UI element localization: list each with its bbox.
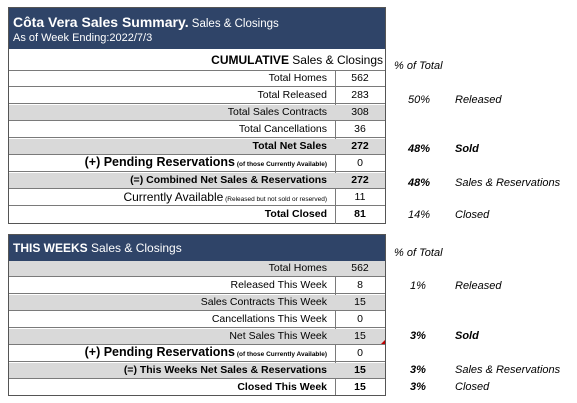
row-total-homes: Total Homes 562 — [9, 71, 385, 87]
week-row-sales-contracts: Sales Contracts This Week 15 — [9, 295, 385, 311]
note-sales-reservations: Sales & Reservations — [455, 177, 561, 189]
week-pct-closed: 3% — [410, 381, 426, 393]
week-pct-sold: 3% — [410, 330, 426, 342]
week-note-closed: Closed — [455, 381, 490, 393]
row-pending-reservations: (+) Pending Reservations (of those Curre… — [9, 155, 385, 172]
as-of-date: As of Week Ending:2022/7/3 — [13, 32, 153, 44]
pct-sales-reservations: 48% — [408, 177, 431, 189]
week-row-cancellations: Cancellations This Week 0 — [9, 312, 385, 328]
pct-released: 50% — [408, 94, 431, 106]
week-note-sold: Sold — [455, 330, 479, 342]
row-combined-net-sales: (=) Combined Net Sales & Reservations 27… — [9, 173, 385, 189]
week-pct-released: 1% — [410, 280, 426, 292]
pct-sold: 48% — [408, 143, 431, 155]
row-total-cancellations: Total Cancellations 36 — [9, 122, 385, 138]
week-pct-header: % of Total — [394, 247, 443, 259]
row-total-released: Total Released 283 — [9, 88, 385, 104]
this-week-header: THIS WEEKS Sales & Closings — [9, 235, 385, 261]
week-row-pending-reservations: (+) Pending Reservations (of those Curre… — [9, 345, 385, 362]
summary-subtitle: Sales & Closings — [188, 18, 279, 30]
week-row-total-homes: Total Homes 562 — [9, 261, 385, 277]
this-week-panel: THIS WEEKS Sales & Closings Total Homes … — [8, 234, 386, 396]
note-released: Released — [455, 94, 502, 106]
row-total-net-sales: Total Net Sales 272 — [9, 139, 385, 155]
summary-header: Côta Vera Sales Summary. Sales & Closing… — [9, 8, 385, 49]
cumulative-heading: CUMULATIVE Sales & Closings — [9, 49, 385, 71]
note-sold: Sold — [455, 143, 479, 155]
cumulative-pct-header: % of Total — [394, 60, 443, 72]
cumulative-panel: Côta Vera Sales Summary. Sales & Closing… — [8, 7, 386, 224]
week-row-released: Released This Week 8 — [9, 278, 385, 294]
week-row-net-sales-reservations: (=) This Weeks Net Sales & Reservations … — [9, 363, 385, 379]
week-note-released: Released — [455, 280, 502, 292]
week-row-net-sales: Net Sales This Week 15 — [9, 329, 385, 345]
week-row-closed: Closed This Week 15 — [237, 381, 366, 393]
row-total-closed: Total Closed 81 — [264, 208, 366, 220]
note-closed: Closed — [455, 209, 490, 221]
row-total-sales-contracts: Total Sales Contracts 308 — [9, 105, 385, 121]
week-pct-sales-reservations: 3% — [410, 364, 426, 376]
pct-closed: 14% — [408, 209, 431, 221]
week-note-sales-reservations: Sales & Reservations — [455, 364, 561, 376]
summary-title: Côta Vera Sales Summary. — [13, 14, 189, 30]
row-currently-available: Currently Available (Released but not so… — [9, 190, 385, 206]
